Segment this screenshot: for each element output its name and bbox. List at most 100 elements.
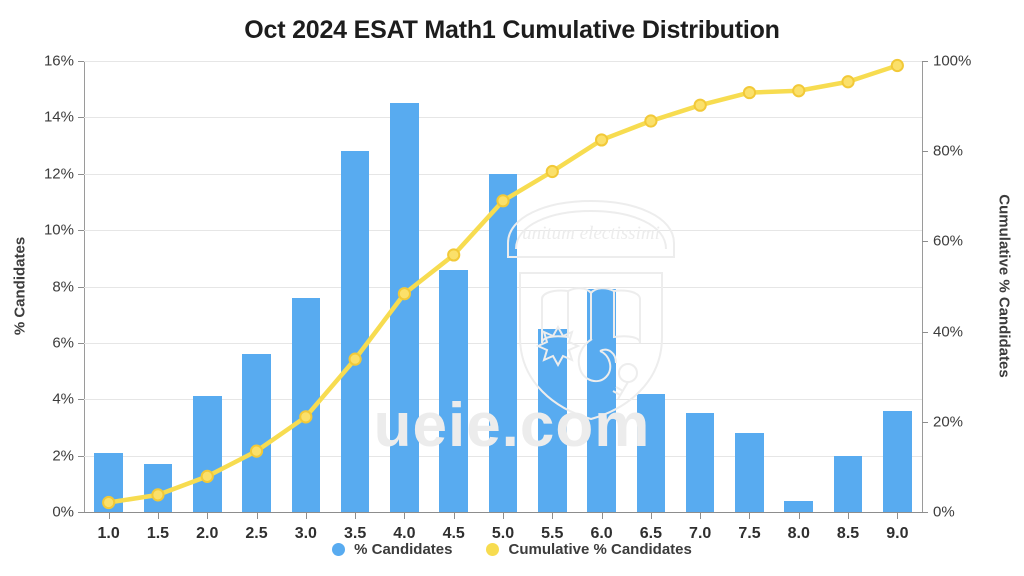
- x-axis-tick: [207, 512, 209, 519]
- x-axis-tick: [897, 512, 899, 519]
- x-axis-tick-label: 5.0: [491, 525, 515, 542]
- y-axis-left-tick-label: 6%: [52, 334, 74, 352]
- x-axis-tick: [798, 512, 800, 519]
- legend-label: Cumulative % Candidates: [508, 541, 692, 558]
- bar[interactable]: [636, 393, 666, 512]
- y-axis-right-tick: [922, 512, 928, 513]
- line-data-point[interactable]: 7.0: 90.2%: [693, 98, 707, 112]
- crest-motto-text: unitum electissimi: [522, 223, 660, 244]
- x-axis-tick: [305, 512, 307, 519]
- x-axis-tick-label: 4.5: [442, 525, 465, 542]
- bar[interactable]: [537, 328, 567, 512]
- y-axis-right-tick-label: 60%: [933, 232, 964, 250]
- line-data-point[interactable]: 6.0: 82.5%: [594, 133, 609, 147]
- y-axis-left-tick: [78, 286, 84, 288]
- x-axis-tick-label: 1.0: [97, 525, 120, 542]
- chart-legend: % Candidates Cumulative % Candidates: [0, 541, 1024, 558]
- legend-item[interactable]: Cumulative % Candidates: [486, 541, 692, 558]
- bar[interactable]: [685, 413, 715, 512]
- y-axis-left-tick: [78, 455, 84, 457]
- x-axis-tick-label: 4.0: [393, 525, 416, 542]
- y-axis-right-tick-label: 100%: [933, 52, 972, 70]
- y-axis-left-tick-label: 14%: [43, 108, 74, 126]
- x-axis-tick-label: 6.5: [639, 525, 662, 542]
- y-axis-right-tick: [922, 151, 928, 153]
- y-axis-left-tick: [78, 399, 84, 401]
- x-axis-tick: [848, 512, 850, 519]
- bar[interactable]: [143, 464, 173, 512]
- x-axis-tick-label: 2.5: [245, 525, 268, 542]
- y-axis-left-title: % Candidates: [11, 236, 29, 336]
- y-axis-left-tick: [78, 173, 84, 175]
- legend-swatch-icon: [486, 543, 500, 556]
- y-axis-left-tick: [78, 117, 84, 119]
- bar[interactable]: [587, 289, 616, 512]
- x-axis-tick: [749, 512, 751, 519]
- x-axis-tick-label: 8.5: [836, 525, 860, 542]
- bar[interactable]: [784, 500, 814, 512]
- y-axis-left-tick: [78, 342, 84, 344]
- y-axis-right-line: [922, 61, 923, 513]
- plot-area: 0% 2% 4% 6% 8% 10% 12% 14% 16% 0% 20% 40% 60% 80% 100…: [44, 53, 971, 543]
- bar[interactable]: [883, 410, 912, 512]
- bar[interactable]: [833, 455, 863, 512]
- line-data-point[interactable]: 8.5: 95.4%: [841, 75, 855, 89]
- bar[interactable]: [488, 173, 518, 512]
- line-data-point[interactable]: 4.5: 57%: [447, 248, 461, 262]
- y-axis-left-tick: [78, 230, 84, 232]
- y-axis-right-tick: [922, 331, 928, 333]
- y-axis-left-tick-label: 8%: [52, 278, 74, 295]
- x-axis-tick-label: 3.0: [294, 525, 317, 542]
- bar[interactable]: [439, 269, 468, 512]
- y-axis-left-tick: [78, 61, 84, 62]
- y-axis-left-tick-label: 12%: [43, 165, 74, 183]
- y-axis-right-title: Cumulative % Candidates: [995, 194, 1013, 378]
- x-axis-tick: [650, 512, 652, 519]
- line-data-point[interactable]: 8.0: 93.4%: [792, 84, 806, 98]
- y-axis-right-tick: [922, 421, 928, 423]
- x-axis-tick-label: 7.0: [689, 525, 712, 542]
- x-axis-tick-label: 2.0: [196, 525, 219, 542]
- legend-item[interactable]: % Candidates: [332, 541, 452, 558]
- x-axis-tick: [355, 512, 357, 519]
- bar[interactable]: [735, 433, 764, 512]
- gridline: [84, 61, 922, 62]
- x-axis-tick-label: 1.5: [146, 525, 170, 542]
- x-axis-tick-label: 7.5: [738, 525, 761, 542]
- y-axis-right-tick-label: 20%: [933, 413, 964, 431]
- y-axis-right-tick: [922, 241, 928, 243]
- y-axis-right-tick-label: 0%: [933, 503, 955, 521]
- x-axis-tick: [453, 512, 455, 519]
- y-axis-left-tick-label: 2%: [52, 447, 74, 465]
- y-axis-left-tick: [78, 512, 84, 513]
- x-axis-tick-label: 9.0: [886, 525, 909, 542]
- bar[interactable]: [340, 151, 370, 512]
- y-axis-right-tick-label: 40%: [933, 323, 964, 341]
- y-axis-left-tick-label: 0%: [52, 503, 74, 521]
- x-axis-tick: [503, 512, 504, 519]
- x-axis-tick-label: 6.0: [590, 525, 613, 542]
- x-axis-tick: [552, 512, 554, 519]
- x-axis-tick-label: 5.5: [541, 525, 564, 542]
- bar[interactable]: [192, 396, 222, 512]
- line-data-point[interactable]: 5.5: 75.5%: [545, 164, 559, 179]
- legend-swatch-icon: [332, 543, 346, 556]
- y-axis-left-tick-label: 4%: [52, 390, 74, 408]
- y-axis-left-tick-label: 16%: [43, 52, 74, 70]
- x-axis-tick: [700, 512, 702, 519]
- legend-label: % Candidates: [354, 541, 453, 558]
- bar[interactable]: [94, 452, 123, 512]
- x-axis-tick-label: 3.5: [343, 525, 367, 542]
- gridline: [84, 117, 922, 119]
- x-axis-tick: [108, 512, 110, 519]
- bar[interactable]: [242, 354, 271, 512]
- bar[interactable]: [291, 297, 321, 512]
- x-axis-tick: [157, 512, 159, 519]
- y-axis-left-tick-label: 10%: [43, 221, 74, 239]
- y-axis-right-tick-label: 80%: [933, 142, 964, 160]
- x-axis-tick: [601, 512, 603, 519]
- bar[interactable]: [390, 103, 419, 512]
- y-axis-right-tick: [922, 61, 928, 62]
- line-data-point[interactable]: 7.5: 93%: [742, 85, 757, 100]
